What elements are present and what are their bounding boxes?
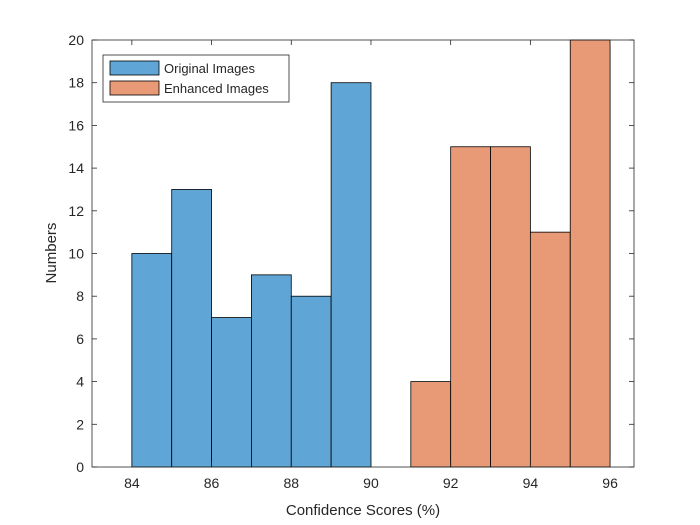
y-tick-label-0: 0: [76, 459, 84, 475]
x-tick-label-2: 88: [283, 475, 299, 491]
x-tick-label-0: 84: [124, 475, 140, 491]
y-tick-label-5: 10: [68, 246, 84, 262]
histogram-bar-s0-1: [171, 189, 212, 468]
x-tick-label-4: 92: [443, 475, 459, 491]
x-tick-label-1: 86: [204, 475, 220, 491]
legend-label-0: Original Images: [164, 61, 256, 76]
y-tick-label-9: 18: [68, 75, 84, 91]
histogram-bar-s1-4: [569, 39, 611, 468]
histogram-bar-s0-0: [131, 253, 173, 468]
histogram-bar-s0-4: [290, 295, 332, 468]
y-axis-label: Numbers: [43, 223, 60, 284]
histogram-bar-s0-3: [251, 274, 292, 468]
histogram-bar-s1-1: [450, 146, 491, 468]
y-tick-label-1: 2: [76, 416, 84, 432]
y-tick-label-3: 6: [76, 331, 84, 347]
legend-swatch-0: [109, 60, 160, 76]
legend: Original Images Enhanced Images: [102, 54, 290, 103]
axes-layer: 84 86 88 90 92 94 96 0 2 4 6 8 10 12 14 16 18 20: [68, 32, 635, 491]
y-tick-label-2: 4: [76, 374, 84, 390]
histogram-bar-s1-2: [490, 146, 531, 468]
bars-layer: [131, 39, 611, 468]
x-tick-label-3: 90: [363, 475, 379, 491]
legend-swatch-1: [109, 80, 160, 96]
x-tick-label-6: 96: [602, 475, 618, 491]
y-tick-label-10: 20: [68, 32, 84, 48]
y-tick-label-8: 16: [68, 117, 84, 133]
y-tick-label-4: 8: [76, 288, 84, 304]
histogram-bar-s1-3: [529, 231, 571, 468]
legend-label-1: Enhanced Images: [164, 81, 269, 96]
y-tick-label-7: 14: [68, 160, 84, 176]
histogram-bar-s0-5: [330, 82, 372, 468]
y-tick-label-6: 12: [68, 203, 84, 219]
x-axis-label: Confidence Scores (%): [286, 502, 440, 519]
histogram-bar-s0-2: [211, 317, 252, 468]
x-tick-label-5: 94: [523, 475, 539, 491]
histogram-bar-s1-0: [410, 381, 452, 468]
